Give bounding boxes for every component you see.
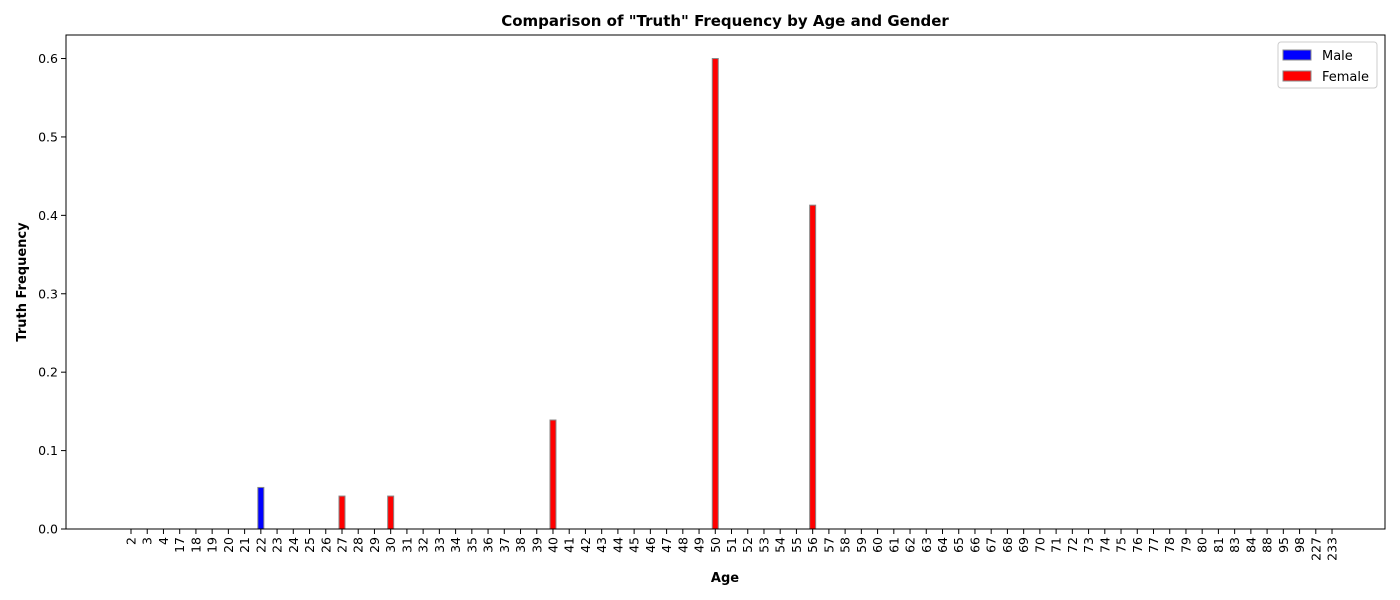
x-tick-label: 73 xyxy=(1081,537,1096,553)
x-tick-label: 51 xyxy=(724,537,739,553)
bar-female-56 xyxy=(809,204,817,530)
x-tick-label: 24 xyxy=(286,537,301,553)
x-tick-label: 49 xyxy=(692,537,707,553)
y-tick-label: 0.3 xyxy=(38,286,58,301)
x-tick-label: 31 xyxy=(399,537,414,553)
x-tick-label: 21 xyxy=(237,537,252,553)
x-tick-label: 37 xyxy=(497,537,512,553)
x-tick-label: 72 xyxy=(1065,537,1080,553)
x-tick-label: 50 xyxy=(708,537,723,553)
x-tick-label: 60 xyxy=(870,537,885,553)
x-tick-label: 20 xyxy=(221,537,236,553)
x-tick-label: 23 xyxy=(270,537,285,553)
x-tick-label: 25 xyxy=(302,537,317,553)
x-tick-label: 64 xyxy=(935,537,950,553)
x-tick-label: 74 xyxy=(1097,537,1112,553)
x-tick-label: 3 xyxy=(140,537,155,545)
x-tick-label: 17 xyxy=(172,537,187,553)
x-tick-label: 2 xyxy=(124,537,139,545)
y-tick-label: 0.4 xyxy=(38,208,58,223)
x-tick-label: 30 xyxy=(383,537,398,553)
x-tick-label: 4 xyxy=(156,537,171,545)
bar-female-40 xyxy=(549,419,557,530)
plot-frame xyxy=(65,34,1386,530)
x-tick-label: 22 xyxy=(253,537,268,553)
x-tick-label: 66 xyxy=(967,537,982,553)
legend-swatch-female xyxy=(1282,70,1312,82)
x-tick-label: 80 xyxy=(1195,537,1210,553)
x-tick-label: 68 xyxy=(1000,537,1015,553)
x-tick-label: 52 xyxy=(740,537,755,553)
x-tick-label: 69 xyxy=(1016,537,1031,553)
x-tick-label: 36 xyxy=(481,537,496,553)
x-tick-label: 26 xyxy=(318,537,333,553)
x-tick-label: 65 xyxy=(951,537,966,553)
x-tick-label: 61 xyxy=(886,537,901,553)
x-tick-label: 53 xyxy=(756,537,771,553)
x-axis-label: Age xyxy=(711,571,739,586)
y-axis-label: Truth Frequency xyxy=(15,222,30,342)
bar-male-22 xyxy=(257,486,265,530)
x-tick-label: 81 xyxy=(1211,537,1226,553)
x-tick-label: 56 xyxy=(805,537,820,553)
legend-label-male: Male xyxy=(1322,49,1353,64)
x-tick-label: 38 xyxy=(513,537,528,553)
x-tick-label: 19 xyxy=(205,537,220,553)
x-tick-label: 18 xyxy=(188,537,203,553)
x-tick-label: 95 xyxy=(1276,537,1291,553)
x-tick-label: 45 xyxy=(627,537,642,553)
chart-title: Comparison of "Truth" Frequency by Age a… xyxy=(501,12,949,30)
x-tick-label: 46 xyxy=(643,537,658,553)
x-tick-label: 77 xyxy=(1146,537,1161,553)
y-tick-label: 0.5 xyxy=(38,129,58,144)
y-tick-label: 0.0 xyxy=(38,522,58,537)
legend-label-female: Female xyxy=(1322,70,1369,85)
x-tick-label: 78 xyxy=(1162,537,1177,553)
x-tick-label: 75 xyxy=(1114,537,1129,553)
x-tick-label: 63 xyxy=(919,537,934,553)
x-tick-label: 41 xyxy=(562,537,577,553)
x-tick-label: 48 xyxy=(675,537,690,553)
y-tick-label: 0.1 xyxy=(38,443,58,458)
y-tick-label: 0.2 xyxy=(38,365,58,380)
x-tick-label: 40 xyxy=(545,537,560,553)
x-tick-label: 59 xyxy=(854,537,869,553)
bar-female-30 xyxy=(387,495,395,530)
y-tick-label: 0.6 xyxy=(38,51,58,66)
x-tick-label: 43 xyxy=(594,537,609,553)
bar-female-27 xyxy=(338,495,346,530)
x-tick-label: 70 xyxy=(1032,537,1047,553)
x-tick-label: 42 xyxy=(578,537,593,553)
x-tick-label: 27 xyxy=(334,537,349,553)
plot-area: 0.00.10.20.30.40.50.62 3 4 17 18 19 20 21 22 23 24… xyxy=(38,51,1339,561)
x-tick-label: 233 xyxy=(1325,537,1340,561)
x-tick-label: 47 xyxy=(659,537,674,553)
legend: Male Female xyxy=(1277,41,1378,89)
x-tick-label: 83 xyxy=(1227,537,1242,553)
x-tick-label: 35 xyxy=(464,537,479,553)
x-tick-label: 39 xyxy=(529,537,544,553)
x-tick-label: 33 xyxy=(432,537,447,553)
x-tick-label: 54 xyxy=(773,537,788,553)
x-tick-label: 98 xyxy=(1292,537,1307,553)
x-tick-label: 29 xyxy=(367,537,382,553)
x-tick-label: 32 xyxy=(416,537,431,553)
x-tick-label: 76 xyxy=(1130,537,1145,553)
x-tick-label: 44 xyxy=(610,537,625,553)
x-tick-label: 67 xyxy=(984,537,999,553)
x-tick-label: 84 xyxy=(1243,537,1258,553)
x-tick-label: 55 xyxy=(789,537,804,553)
x-tick-label: 34 xyxy=(448,537,463,553)
x-tick-label: 79 xyxy=(1178,537,1193,553)
x-tick-label: 88 xyxy=(1260,537,1275,553)
x-tick-label: 227 xyxy=(1308,537,1323,561)
x-tick-label: 28 xyxy=(351,537,366,553)
x-tick-label: 57 xyxy=(821,537,836,553)
legend-swatch-male xyxy=(1282,49,1312,61)
bar-female-50 xyxy=(711,58,719,530)
x-tick-label: 71 xyxy=(1049,537,1064,553)
x-tick-label: 62 xyxy=(903,537,918,553)
x-tick-label: 58 xyxy=(838,537,853,553)
